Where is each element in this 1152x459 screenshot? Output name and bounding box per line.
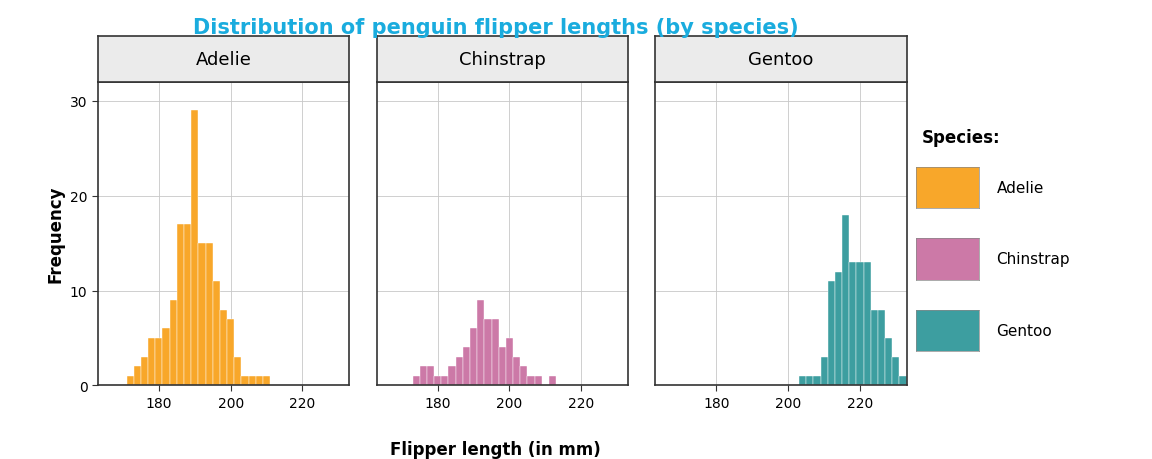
Bar	[806, 376, 813, 386]
Bar	[492, 319, 499, 386]
Text: Gentoo: Gentoo	[749, 50, 813, 69]
Bar	[856, 263, 864, 386]
Bar	[149, 338, 156, 386]
Bar	[842, 215, 849, 386]
Bar	[184, 224, 191, 386]
Text: Gentoo: Gentoo	[996, 323, 1052, 338]
Bar	[878, 310, 885, 386]
Bar	[893, 357, 900, 386]
Bar	[499, 348, 506, 386]
Bar	[820, 357, 827, 386]
Bar	[835, 272, 842, 386]
Y-axis label: Frequency: Frequency	[46, 185, 65, 283]
Bar	[213, 281, 220, 386]
Bar	[827, 281, 835, 386]
Bar	[448, 367, 456, 386]
Bar	[477, 300, 484, 386]
Bar	[484, 319, 492, 386]
Bar	[799, 376, 806, 386]
Bar	[434, 376, 441, 386]
Text: Chinstrap: Chinstrap	[996, 252, 1070, 267]
Bar	[198, 244, 205, 386]
Text: Species:: Species:	[922, 129, 1000, 146]
Text: Adelie: Adelie	[996, 181, 1044, 196]
Text: Adelie: Adelie	[196, 50, 251, 69]
Bar	[463, 348, 470, 386]
Bar	[419, 367, 427, 386]
Bar	[548, 376, 556, 386]
Bar	[127, 376, 134, 386]
Bar	[470, 329, 477, 386]
Text: Chinstrap: Chinstrap	[458, 50, 546, 69]
Bar	[227, 319, 234, 386]
Bar	[885, 338, 893, 386]
Bar	[849, 263, 856, 386]
Bar	[513, 357, 521, 386]
Bar	[412, 376, 419, 386]
Text: Flipper length (in mm): Flipper length (in mm)	[391, 441, 600, 459]
Bar	[156, 338, 162, 386]
Bar	[907, 376, 914, 386]
Bar	[205, 244, 213, 386]
Bar	[169, 300, 177, 386]
Text: Distribution of penguin flipper lengths (by species): Distribution of penguin flipper lengths …	[192, 18, 798, 38]
Bar	[521, 367, 528, 386]
Bar	[249, 376, 256, 386]
Bar	[162, 329, 169, 386]
Bar	[256, 376, 263, 386]
Bar	[813, 376, 820, 386]
Bar	[134, 367, 141, 386]
Bar	[441, 376, 448, 386]
Bar	[528, 376, 535, 386]
Bar	[506, 338, 513, 386]
Bar	[263, 376, 270, 386]
Bar	[220, 310, 227, 386]
Bar	[535, 376, 541, 386]
Bar	[234, 357, 242, 386]
Bar	[141, 357, 149, 386]
Bar	[242, 376, 249, 386]
Bar	[864, 263, 871, 386]
Bar	[177, 224, 184, 386]
Bar	[191, 111, 198, 386]
Bar	[427, 367, 434, 386]
Bar	[456, 357, 463, 386]
Bar	[900, 376, 907, 386]
Bar	[871, 310, 878, 386]
